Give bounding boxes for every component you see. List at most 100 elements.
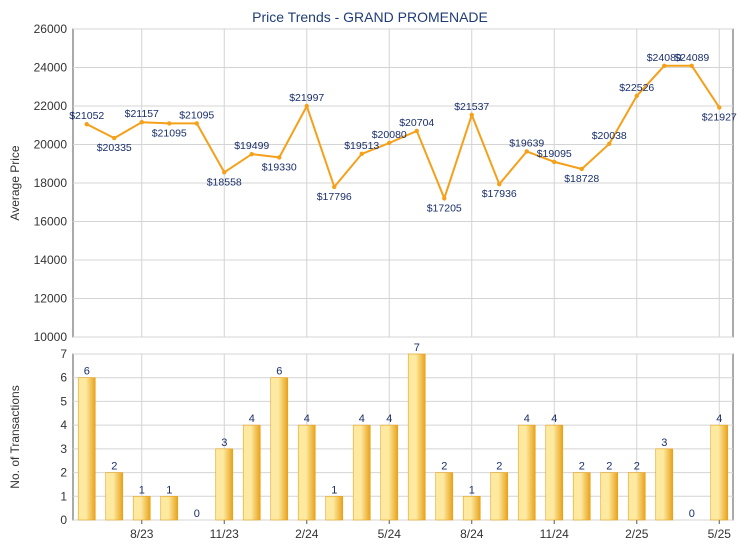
transactions-data-label: 4 [551, 413, 557, 425]
price-data-label: $18558 [207, 176, 242, 188]
transactions-data-label: 6 [276, 366, 282, 378]
transactions-data-label: 2 [111, 461, 117, 473]
price-point [689, 63, 694, 68]
price-data-label: $22526 [619, 82, 654, 94]
price-data-label: $21537 [454, 101, 489, 113]
price-point [194, 121, 199, 126]
transactions-data-label: 1 [469, 484, 475, 496]
transactions-bar [627, 472, 646, 521]
transactions-bar [160, 495, 179, 521]
price-y-tick-label: 22000 [34, 99, 68, 113]
transactions-bar [352, 424, 371, 521]
transactions-data-label: 1 [331, 484, 337, 496]
transactions-data-label: 4 [386, 413, 392, 425]
transactions-bar [297, 424, 316, 521]
transactions-y-tick-label: 6 [60, 371, 67, 385]
price-y-tick-label: 24000 [34, 61, 68, 75]
transactions-data-label: 0 [689, 508, 695, 520]
price-point [112, 135, 117, 141]
transactions-data-label: 3 [661, 437, 667, 449]
price-y-tick-label: 26000 [34, 22, 68, 36]
price-data-label: $24089 [674, 52, 709, 64]
transactions-bar [242, 424, 261, 521]
price-point [359, 151, 364, 157]
price-data-label: $19499 [234, 140, 269, 152]
transactions-y-tick-label: 0 [60, 513, 67, 527]
price-data-label: $19513 [344, 140, 379, 152]
price-point [579, 166, 584, 172]
transactions-bar [407, 353, 426, 521]
price-y-tick-label: 12000 [34, 292, 68, 306]
price-panel: 10000 12000 14000 16000 18000 20000 22000 24000… [8, 22, 737, 344]
price-data-label: $20038 [592, 130, 627, 142]
price-y-tick-label: 14000 [34, 253, 68, 267]
transactions-bar [572, 472, 591, 521]
transactions-data-label: 1 [139, 484, 145, 496]
transactions-bar [655, 448, 674, 521]
price-data-label: $18728 [564, 173, 599, 185]
price-point [552, 159, 557, 165]
transactions-bar [325, 495, 344, 521]
price-data-label: $21052 [69, 110, 104, 122]
price-point [387, 140, 392, 146]
transactions-data-label: 4 [359, 413, 365, 425]
transactions-bar [710, 424, 729, 521]
transactions-bar [380, 424, 399, 521]
price-data-label: $17796 [317, 191, 352, 203]
price-data-label: $21157 [125, 108, 159, 120]
transactions-y-axis-label: No. of Transactions [8, 385, 22, 488]
transactions-bar [600, 472, 619, 521]
price-point [414, 128, 419, 134]
transactions-data-label: 2 [579, 461, 585, 473]
transactions-y-tick-label: 3 [60, 442, 67, 456]
price-point [277, 155, 282, 160]
price-data-label: $17205 [427, 202, 462, 214]
transactions-bar [545, 424, 564, 521]
transactions-y-tick-label: 4 [60, 418, 67, 432]
price-series-line [86, 64, 721, 202]
price-point [497, 182, 502, 187]
price-y-tick-label: 20000 [34, 138, 68, 152]
x-tick-label: 5/24 [378, 527, 402, 541]
price-point [717, 105, 722, 110]
price-y-tick-label: 10000 [34, 330, 68, 344]
transactions-y-tick-label: 2 [60, 466, 67, 480]
transactions-data-label: 0 [194, 508, 200, 520]
transactions-data-label: 4 [249, 413, 255, 425]
price-data-label: $21095 [179, 109, 214, 121]
x-tick-label: 8/23 [130, 527, 154, 541]
price-point [524, 149, 529, 154]
transactions-y-tick-label: 1 [60, 489, 67, 503]
price-data-label: $21927 [702, 111, 737, 123]
transactions-data-label: 2 [441, 461, 447, 473]
price-data-label: $20335 [97, 142, 132, 154]
price-data-label: $20704 [399, 117, 434, 129]
x-tick-label: 2/25 [625, 527, 649, 541]
price-y-tick-label: 18000 [34, 176, 68, 190]
price-point [84, 122, 89, 127]
x-tick-label: 8/24 [460, 527, 484, 541]
chart-title: Price Trends - GRAND PROMENADE [252, 9, 488, 25]
transactions-data-label: 3 [221, 437, 227, 449]
price-point [222, 170, 227, 175]
transactions-bar [215, 448, 234, 521]
transactions-bar [517, 424, 536, 521]
price-point [662, 63, 667, 68]
transactions-data-label: 4 [524, 413, 530, 425]
transactions-panel: 0 1 2 3 4 5 6 7 8/23 11/23 2/24 5/24 8/24 11/24 2/25 5/… [8, 342, 734, 541]
transactions-bar [270, 377, 289, 521]
transactions-data-label: 4 [716, 413, 722, 425]
transactions-bar [490, 472, 509, 521]
transactions-data-label: 6 [84, 366, 90, 378]
x-tick-label: 2/24 [295, 527, 319, 541]
transactions-bar [77, 377, 96, 521]
x-tick-label: 5/25 [708, 527, 732, 541]
x-tick-label: 11/23 [210, 527, 239, 541]
price-point [332, 184, 337, 190]
price-point [469, 112, 474, 118]
transactions-data-label: 4 [304, 413, 310, 425]
price-point [304, 103, 309, 109]
price-data-label: $21997 [289, 92, 324, 104]
price-point [634, 93, 639, 99]
